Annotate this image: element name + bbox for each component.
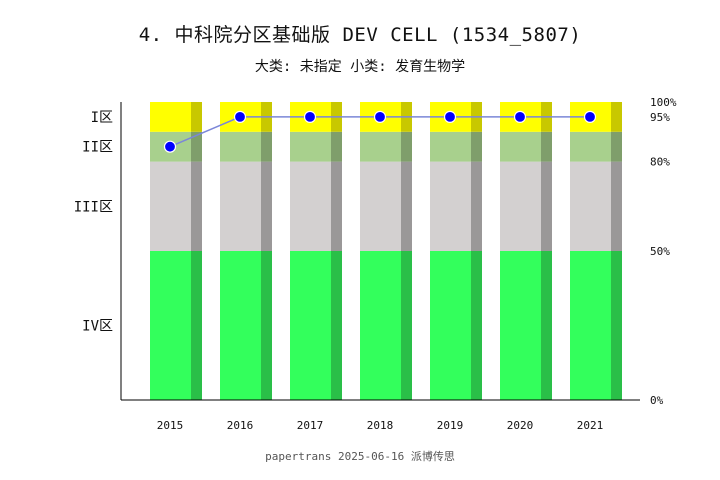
bar-segment-shade-2016-zone3	[261, 162, 272, 251]
data-point-2021	[585, 111, 596, 122]
data-point-2019	[445, 111, 456, 122]
bar-segment-2019-zone3	[430, 162, 471, 251]
bar-segment-shade-2021-zone3	[611, 162, 622, 251]
right-tick-label: 0%	[650, 394, 664, 407]
bar-segment-shade-2019-zone3	[471, 162, 482, 251]
bar-segment-2021-zone4	[570, 251, 611, 400]
x-tick-label: 2019	[437, 419, 464, 432]
x-tick-label: 2021	[577, 419, 604, 432]
right-tick-label: 50%	[650, 245, 670, 258]
bar-segment-2016-zone3	[220, 162, 261, 251]
bar-segment-shade-2021-zone1	[611, 102, 622, 132]
bar-segment-shade-2017-zone2	[331, 132, 342, 162]
data-point-2015	[165, 141, 176, 152]
x-tick-label: 2017	[297, 419, 324, 432]
bar-segment-shade-2019-zone4	[471, 251, 482, 400]
bar-segment-shade-2017-zone4	[331, 251, 342, 400]
x-tick-label: 2015	[157, 419, 184, 432]
bar-segment-shade-2018-zone4	[401, 251, 412, 400]
right-tick-label: 100%	[650, 96, 677, 109]
bar-segment-shade-2020-zone4	[541, 251, 552, 400]
bar-segment-2017-zone3	[290, 162, 331, 251]
bar-segment-2021-zone2	[570, 132, 611, 162]
bar-segment-2020-zone4	[500, 251, 541, 400]
bar-segment-shade-2020-zone2	[541, 132, 552, 162]
bar-segment-2021-zone3	[570, 162, 611, 251]
zone-label-4: IV区	[82, 319, 113, 335]
bar-segment-2018-zone3	[360, 162, 401, 251]
bar-segment-shade-2015-zone1	[191, 102, 202, 132]
zone-label-1: I区	[91, 110, 113, 126]
bar-segment-shade-2018-zone2	[401, 132, 412, 162]
x-tick-label: 2020	[507, 419, 534, 432]
bar-segment-shade-2019-zone2	[471, 132, 482, 162]
bar-segment-2016-zone2	[220, 132, 261, 162]
bar-segment-shade-2016-zone4	[261, 251, 272, 400]
bar-segment-2017-zone4	[290, 251, 331, 400]
bar-segment-2018-zone4	[360, 251, 401, 400]
bar-segment-shade-2021-zone2	[611, 132, 622, 162]
bar-segment-2019-zone2	[430, 132, 471, 162]
zone-label-3: III区	[74, 199, 113, 215]
data-point-2020	[515, 111, 526, 122]
bar-segment-2015-zone1	[150, 102, 191, 132]
bar-segment-shade-2021-zone4	[611, 251, 622, 400]
right-tick-label: 95%	[650, 111, 670, 124]
bar-segment-2018-zone2	[360, 132, 401, 162]
bar-segment-2015-zone4	[150, 251, 191, 400]
footer-credit: papertrans 2025-06-16 派博传思	[0, 448, 720, 464]
x-tick-label: 2016	[227, 419, 254, 432]
bar-segment-2016-zone4	[220, 251, 261, 400]
bar-segment-2020-zone2	[500, 132, 541, 162]
right-tick-label: 80%	[650, 156, 670, 169]
bar-segment-2020-zone3	[500, 162, 541, 251]
bar-segment-shade-2016-zone2	[261, 132, 272, 162]
bar-segment-shade-2017-zone3	[331, 162, 342, 251]
bar-segment-2015-zone3	[150, 162, 191, 251]
zone-label-2: II区	[82, 140, 113, 156]
data-point-2016	[235, 111, 246, 122]
bar-segment-shade-2018-zone3	[401, 162, 412, 251]
bar-segment-2019-zone4	[430, 251, 471, 400]
bar-segment-shade-2020-zone3	[541, 162, 552, 251]
bar-segment-shade-2015-zone3	[191, 162, 202, 251]
bar-segment-2017-zone2	[290, 132, 331, 162]
data-point-2018	[375, 111, 386, 122]
data-point-2017	[305, 111, 316, 122]
bar-segment-shade-2015-zone4	[191, 251, 202, 400]
x-tick-label: 2018	[367, 419, 394, 432]
